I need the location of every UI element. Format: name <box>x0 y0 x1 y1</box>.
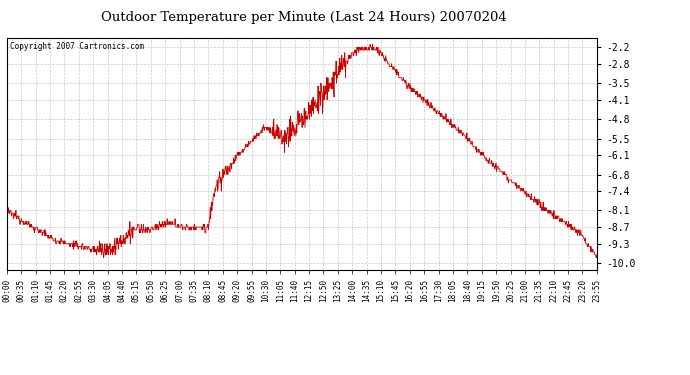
Text: Copyright 2007 Cartronics.com: Copyright 2007 Cartronics.com <box>10 42 144 51</box>
Text: Outdoor Temperature per Minute (Last 24 Hours) 20070204: Outdoor Temperature per Minute (Last 24 … <box>101 11 506 24</box>
